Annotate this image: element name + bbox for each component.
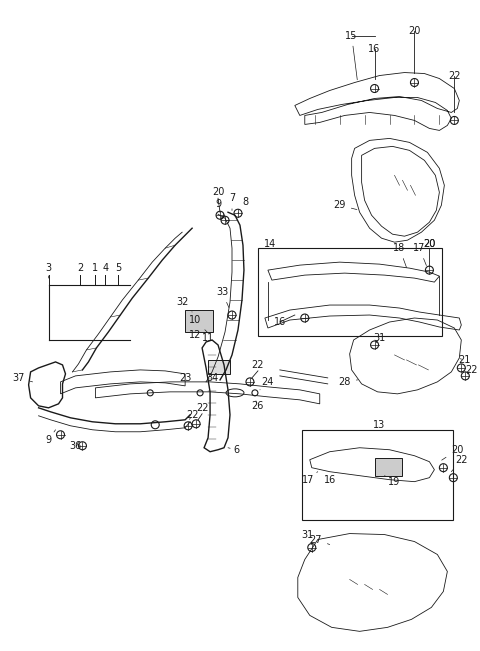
Text: 6: 6 bbox=[228, 445, 239, 455]
Text: 33: 33 bbox=[216, 287, 229, 307]
Text: 37: 37 bbox=[12, 373, 33, 383]
Text: 22: 22 bbox=[252, 360, 264, 370]
Text: 17: 17 bbox=[301, 472, 318, 485]
Text: 16: 16 bbox=[369, 44, 381, 53]
Text: 22: 22 bbox=[186, 410, 198, 420]
Text: 15: 15 bbox=[346, 31, 358, 80]
Text: 17: 17 bbox=[413, 243, 426, 266]
Text: 31: 31 bbox=[301, 529, 314, 544]
Text: 4: 4 bbox=[102, 263, 108, 278]
Text: 20: 20 bbox=[212, 187, 224, 197]
Text: 10: 10 bbox=[189, 315, 208, 333]
Text: 16: 16 bbox=[274, 317, 286, 327]
Text: 13: 13 bbox=[373, 420, 386, 430]
Text: 14: 14 bbox=[264, 239, 276, 249]
Text: 9: 9 bbox=[46, 430, 56, 445]
Bar bbox=[185, 310, 213, 332]
Text: 7: 7 bbox=[229, 193, 235, 210]
Text: 3: 3 bbox=[46, 263, 52, 278]
Text: 22: 22 bbox=[451, 454, 468, 472]
Bar bbox=[258, 248, 443, 336]
Text: 22: 22 bbox=[448, 70, 461, 81]
Text: 20: 20 bbox=[442, 445, 464, 460]
Text: 23: 23 bbox=[179, 373, 192, 383]
Text: 9: 9 bbox=[215, 199, 224, 215]
Text: 28: 28 bbox=[338, 377, 358, 387]
Bar bbox=[302, 430, 453, 519]
Bar bbox=[374, 458, 403, 476]
Bar bbox=[208, 360, 230, 374]
Text: 5: 5 bbox=[115, 263, 121, 278]
Text: 24: 24 bbox=[260, 377, 274, 390]
Text: 36: 36 bbox=[69, 441, 82, 450]
Text: 21: 21 bbox=[458, 355, 470, 365]
Text: 34: 34 bbox=[206, 373, 218, 383]
Text: 29: 29 bbox=[334, 201, 357, 210]
Text: 26: 26 bbox=[252, 401, 264, 411]
Text: 22: 22 bbox=[196, 403, 208, 413]
Text: 11: 11 bbox=[202, 333, 214, 343]
Text: 2: 2 bbox=[77, 263, 84, 278]
Text: 20: 20 bbox=[423, 239, 435, 249]
Text: 32: 32 bbox=[176, 297, 192, 312]
Text: 22: 22 bbox=[465, 365, 478, 375]
Text: 8: 8 bbox=[238, 197, 248, 214]
Text: 31: 31 bbox=[373, 333, 386, 343]
Text: 19: 19 bbox=[384, 476, 401, 487]
Text: 20: 20 bbox=[423, 239, 435, 249]
Text: 16: 16 bbox=[324, 475, 336, 485]
Text: 18: 18 bbox=[394, 243, 407, 268]
Text: 1: 1 bbox=[92, 263, 98, 278]
Text: 12: 12 bbox=[189, 330, 201, 340]
Text: 20: 20 bbox=[408, 25, 420, 36]
Text: 27: 27 bbox=[310, 534, 330, 544]
